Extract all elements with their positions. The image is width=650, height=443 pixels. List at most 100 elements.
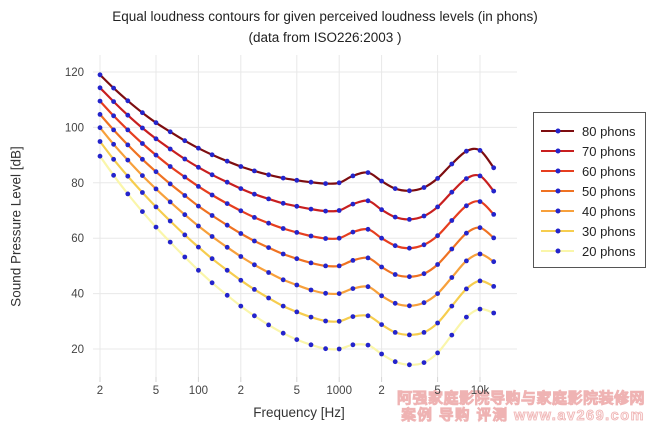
data-point[interactable] [336,180,342,186]
data-point[interactable] [266,196,271,202]
data-point[interactable] [449,189,455,195]
data-point[interactable] [350,258,356,263]
data-point[interactable] [97,85,103,91]
data-point[interactable] [238,208,244,214]
data-point[interactable] [280,277,286,283]
data-point[interactable] [140,156,145,162]
data-point[interactable] [449,161,455,167]
data-point[interactable] [407,188,412,194]
data-point[interactable] [294,282,300,288]
data-point[interactable] [407,245,412,251]
data-point[interactable] [294,337,300,342]
data-point[interactable] [350,286,356,291]
data-point[interactable] [435,350,440,356]
data-point[interactable] [449,275,455,280]
legend-item-50-phons[interactable]: 50 phons [541,181,645,201]
data-point[interactable] [97,112,103,117]
data-point[interactable] [209,172,215,178]
data-point[interactable] [140,110,145,116]
data-point[interactable] [350,342,356,348]
data-point[interactable] [238,231,244,236]
data-point[interactable] [435,320,440,326]
data-point[interactable] [336,208,342,213]
data-point[interactable] [392,272,398,277]
data-point[interactable] [365,342,371,348]
legend-item-40-phons[interactable]: 40 phons [541,201,645,221]
data-point[interactable] [167,129,173,135]
data-point[interactable] [435,262,440,267]
data-point[interactable] [266,295,271,301]
data-point[interactable] [323,208,328,214]
markers-40-phons[interactable] [97,125,497,309]
data-point[interactable] [224,179,230,185]
data-point[interactable] [477,173,483,179]
data-point[interactable] [111,141,116,147]
data-point[interactable] [153,204,159,210]
data-point[interactable] [167,218,173,224]
data-point[interactable] [252,238,257,244]
data-point[interactable] [238,186,244,192]
data-point[interactable] [125,112,131,118]
data-point[interactable] [182,232,188,238]
data-point[interactable] [125,157,131,163]
data-point[interactable] [421,242,427,248]
data-point[interactable] [182,156,188,162]
data-point[interactable] [280,226,286,231]
data-point[interactable] [464,176,469,182]
data-point[interactable] [464,314,469,320]
legend-item-80-phons[interactable]: 80 phons [541,121,645,141]
data-point[interactable] [449,303,455,309]
data-point[interactable] [477,278,483,284]
data-point[interactable] [97,139,103,144]
data-point[interactable] [392,300,398,306]
data-point[interactable] [111,99,116,104]
data-point[interactable] [365,198,371,204]
data-point[interactable] [435,176,440,181]
data-point[interactable] [209,234,215,239]
data-point[interactable] [196,203,201,209]
data-point[interactable] [491,310,497,316]
data-point[interactable] [308,233,314,239]
data-point[interactable] [252,191,257,197]
data-point[interactable] [308,179,314,185]
data-point[interactable] [392,186,398,192]
data-point[interactable] [336,346,342,352]
data-point[interactable] [153,120,159,126]
data-point[interactable] [266,220,271,226]
legend-item-30-phons[interactable]: 30 phons [541,221,645,241]
data-point[interactable] [308,314,314,320]
data-point[interactable] [97,125,103,131]
data-point[interactable] [167,199,173,205]
data-point[interactable] [224,158,230,164]
data-point[interactable] [336,235,342,241]
data-point[interactable] [336,263,342,269]
markers-20-phons[interactable] [97,153,497,368]
data-point[interactable] [350,314,356,319]
data-point[interactable] [97,153,103,159]
data-point[interactable] [97,72,103,78]
data-point[interactable] [350,173,356,179]
data-point[interactable] [449,332,455,338]
data-point[interactable] [140,209,145,215]
data-point[interactable] [266,172,271,178]
legend-item-60-phons[interactable]: 60 phons [541,161,645,181]
data-point[interactable] [224,244,230,250]
data-point[interactable] [125,173,131,179]
data-point[interactable] [350,201,356,207]
data-point[interactable] [182,138,188,144]
data-point[interactable] [477,225,483,231]
data-point[interactable] [224,267,230,273]
data-point[interactable] [323,236,328,241]
data-point[interactable] [365,284,371,290]
data-point[interactable] [153,224,159,230]
data-point[interactable] [294,177,300,183]
data-point[interactable] [379,351,384,357]
data-point[interactable] [336,291,342,296]
data-point[interactable] [196,145,201,151]
data-point[interactable] [379,322,384,327]
data-point[interactable] [421,185,427,190]
data-point[interactable] [435,233,440,239]
data-point[interactable] [323,318,328,324]
data-point[interactable] [111,127,116,133]
